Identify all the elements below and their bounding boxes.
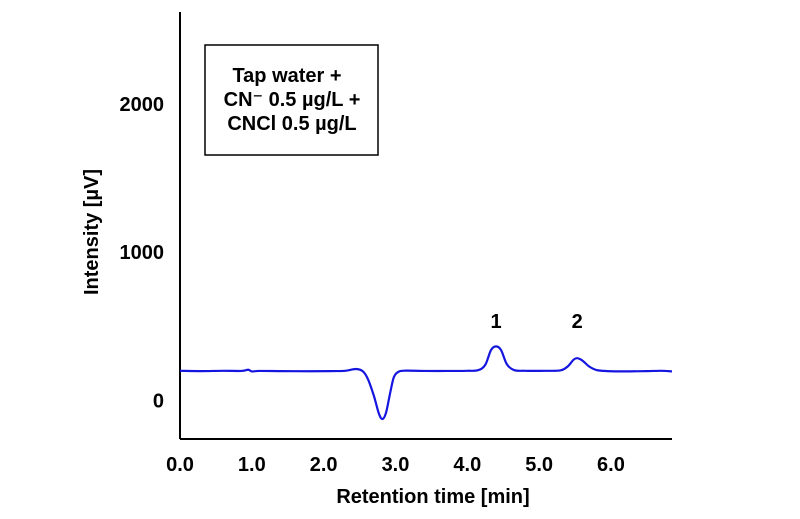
peak-label-1: 1: [490, 311, 501, 333]
x-tick-label: 0.0: [166, 454, 194, 476]
x-tick-label: 6.0: [597, 454, 625, 476]
x-tick-label: 2.0: [310, 454, 338, 476]
annotation-line-1: Tap water +: [232, 65, 341, 87]
annotation-box: Tap water + CN⁻ 0.5 µg/L + CNCl 0.5 µg/L: [204, 44, 379, 156]
y-tick-labels: 0 1000 2000: [120, 94, 165, 413]
annotation-line-2: CN⁻ 0.5 µg/L +: [224, 89, 361, 111]
y-axis-title: Intensity [µV]: [81, 169, 103, 295]
x-axis-title: Retention time [min]: [336, 486, 529, 508]
y-tick-label: 1000: [120, 242, 165, 264]
y-tick-label: 2000: [120, 94, 165, 116]
peak-label-2: 2: [572, 311, 583, 333]
x-tick-label: 3.0: [382, 454, 410, 476]
x-tick-label: 4.0: [453, 454, 481, 476]
y-tick-label: 0: [153, 390, 164, 412]
annotation-line-3: CNCl 0.5 µg/L: [227, 113, 356, 135]
plot-area: [179, 12, 672, 440]
annotation-box-frame: [204, 44, 379, 156]
x-tick-label: 1.0: [238, 454, 266, 476]
series-layer: [179, 345, 673, 421]
x-tick-labels: 0.0 1.0 2.0 3.0 4.0 5.0 6.0: [166, 454, 625, 476]
series-line-0: [179, 345, 673, 421]
x-tick-label: 5.0: [525, 454, 553, 476]
